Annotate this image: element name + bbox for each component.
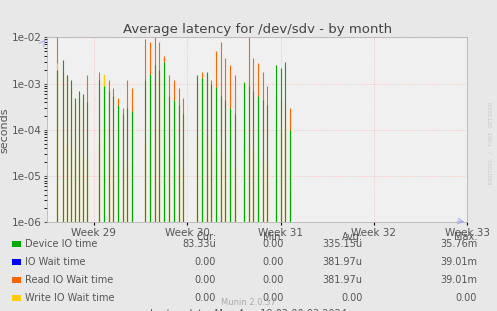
- Text: 381.97u: 381.97u: [323, 275, 363, 285]
- Text: 0.00: 0.00: [341, 293, 363, 303]
- Text: 0.00: 0.00: [195, 275, 216, 285]
- Text: 0.00: 0.00: [195, 257, 216, 267]
- Text: Max:: Max:: [454, 232, 477, 242]
- Text: 0.00: 0.00: [262, 293, 283, 303]
- Text: Munin 2.0.57: Munin 2.0.57: [221, 298, 276, 307]
- Text: 335.15u: 335.15u: [323, 239, 363, 248]
- Text: Read IO Wait time: Read IO Wait time: [25, 275, 113, 285]
- Text: 0.00: 0.00: [262, 239, 283, 248]
- Text: Avg:: Avg:: [341, 232, 363, 242]
- Text: 39.01m: 39.01m: [440, 257, 477, 267]
- Text: Min:: Min:: [262, 232, 283, 242]
- Text: Last update: Mon Aug 19 02:00:03 2024: Last update: Mon Aug 19 02:00:03 2024: [150, 309, 347, 311]
- Text: 0.00: 0.00: [456, 293, 477, 303]
- Text: 35.76m: 35.76m: [440, 239, 477, 248]
- Text: 0.00: 0.00: [262, 275, 283, 285]
- Y-axis label: seconds: seconds: [0, 107, 9, 153]
- Text: 39.01m: 39.01m: [440, 275, 477, 285]
- Text: 0.00: 0.00: [262, 257, 283, 267]
- Text: 381.97u: 381.97u: [323, 257, 363, 267]
- Text: 83.33u: 83.33u: [182, 239, 216, 248]
- Text: Cur:: Cur:: [196, 232, 216, 242]
- Text: IO Wait time: IO Wait time: [25, 257, 85, 267]
- Text: 0.00: 0.00: [195, 293, 216, 303]
- Text: RRDTOOL / TOBI OETIKER: RRDTOOL / TOBI OETIKER: [489, 102, 494, 184]
- Text: Write IO Wait time: Write IO Wait time: [25, 293, 114, 303]
- Text: Device IO time: Device IO time: [25, 239, 97, 248]
- Title: Average latency for /dev/sdv - by month: Average latency for /dev/sdv - by month: [123, 23, 392, 36]
